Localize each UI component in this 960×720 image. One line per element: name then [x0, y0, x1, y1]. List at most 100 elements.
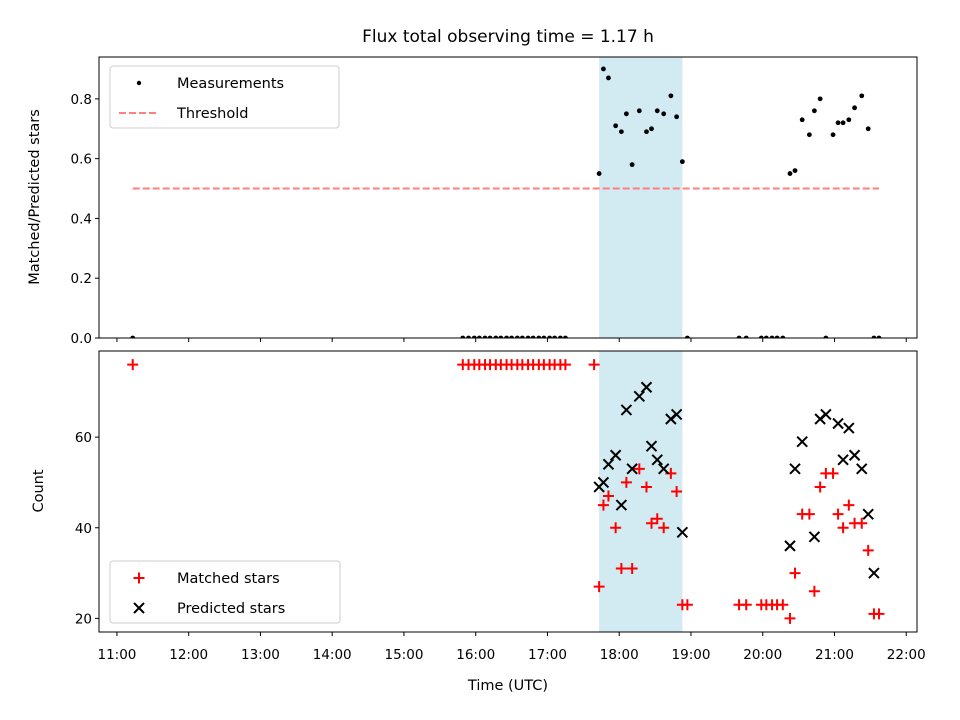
x-tick-label: 22:00 [887, 647, 926, 663]
data-point [681, 599, 693, 611]
data-point [640, 481, 652, 493]
data-point [646, 517, 658, 529]
legend-marker-x [133, 602, 145, 614]
legend: Measurements Threshold [109, 65, 340, 129]
data-point [541, 335, 547, 338]
top-panel: 0.0 0.2 0.4 0.6 0.8 Measurements Threshold [71, 56, 918, 347]
legend-label: Threshold [176, 106, 248, 122]
data-point [862, 544, 874, 556]
legend-label: Matched stars [177, 571, 280, 587]
data-point [803, 508, 815, 520]
data-point [668, 93, 674, 99]
data-point [837, 454, 849, 466]
x-tick-label: 11:00 [97, 647, 136, 663]
data-point [633, 463, 645, 475]
data-point [525, 335, 531, 338]
data-point [530, 335, 536, 338]
x-axis-label: Time (UTC) [467, 678, 548, 694]
data-point [830, 132, 836, 138]
data-point [832, 417, 844, 430]
data-point [606, 75, 611, 81]
data-point [487, 335, 493, 338]
data-point [460, 335, 466, 338]
y-tick-label: 60 [75, 430, 92, 446]
data-point [519, 335, 525, 338]
legend-label: Measurements [177, 76, 284, 92]
data-point [671, 486, 683, 497]
data-point [840, 120, 846, 126]
x-tick-label: 21:00 [815, 647, 854, 663]
x-tick-label: 13:00 [241, 647, 280, 663]
data-point [758, 335, 764, 338]
data-point [557, 335, 563, 338]
data-point [552, 335, 558, 338]
data-layer [127, 359, 885, 624]
y-axis-label-top: Matched/Predicted stars [27, 109, 43, 285]
y-tick-label: 0.6 [71, 152, 92, 168]
data-point [127, 359, 139, 371]
data-point [130, 335, 136, 338]
x-tick-label: 17:00 [528, 647, 567, 663]
data-point [832, 508, 844, 520]
data-point [808, 531, 821, 543]
data-point [498, 335, 504, 338]
data-point [684, 335, 690, 338]
x-tick-label: 18:00 [600, 647, 639, 663]
data-point [620, 476, 632, 488]
data-point [645, 440, 658, 452]
data-point [644, 129, 649, 135]
data-point [588, 359, 600, 371]
data-point [846, 117, 852, 123]
data-point [679, 159, 685, 165]
data-point [876, 335, 882, 338]
data-point [787, 171, 793, 176]
data-point [859, 93, 865, 99]
x-tick-label: 16:00 [456, 647, 495, 663]
data-point [817, 96, 823, 102]
y-axis-label-bottom: Count [31, 469, 47, 512]
data-point [827, 467, 839, 479]
data-point [615, 563, 627, 575]
data-point [626, 563, 638, 575]
data-point [640, 381, 653, 393]
y-tick-label: 0.2 [71, 271, 92, 287]
y-tick-label: 20 [75, 611, 92, 627]
data-point [615, 499, 628, 511]
data-point [593, 581, 605, 593]
data-point [609, 449, 622, 461]
data-point [547, 335, 553, 338]
data-point [843, 422, 855, 434]
data-point [651, 513, 663, 525]
data-layer [130, 66, 882, 338]
data-point [856, 517, 868, 529]
data-point [649, 126, 654, 132]
data-point [674, 114, 680, 120]
data-point [763, 335, 769, 338]
data-point [654, 108, 660, 114]
legend-marker-plus [133, 572, 145, 584]
data-point [618, 129, 624, 135]
chart-title: Flux total observing time = 1.17 h [362, 27, 654, 47]
data-point [476, 335, 482, 338]
data-point [799, 117, 805, 123]
data-point [651, 454, 663, 466]
data-point [868, 567, 880, 579]
data-point [633, 390, 646, 403]
data-point [796, 435, 808, 448]
plot-frame [98, 350, 918, 633]
data-point [784, 612, 796, 624]
data-point [777, 599, 789, 611]
data-point [559, 359, 571, 371]
data-point [536, 335, 542, 338]
data-point [743, 335, 749, 338]
data-point [670, 408, 683, 421]
data-point [493, 335, 499, 338]
data-point [509, 335, 514, 338]
x-tick-label: 14:00 [313, 647, 352, 663]
legend: Matched stars Predicted stars [109, 560, 341, 624]
data-point [563, 335, 568, 338]
data-point [602, 458, 615, 471]
y-tick-label: 40 [75, 521, 92, 537]
